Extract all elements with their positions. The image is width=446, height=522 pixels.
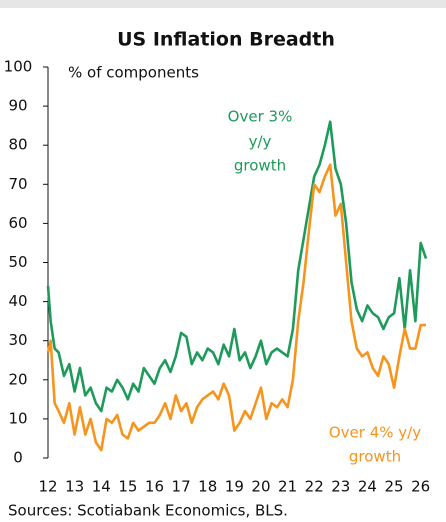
y-tick-label: 60 bbox=[8, 214, 27, 232]
y-tick-label: 50 bbox=[8, 253, 27, 271]
y-tick-label: 100 bbox=[4, 58, 33, 76]
x-tick-label: 17 bbox=[172, 478, 191, 496]
x-tick-label: 19 bbox=[225, 478, 244, 496]
annotation: Over 4% y/y bbox=[329, 424, 421, 442]
y-tick-label: 70 bbox=[8, 175, 27, 193]
y-tick-label: 0 bbox=[13, 449, 23, 467]
x-tick-label: 13 bbox=[65, 478, 84, 496]
y-tick-label: 20 bbox=[8, 370, 27, 388]
y-tick-label: 80 bbox=[8, 136, 27, 154]
chart-title: US Inflation Breadth bbox=[117, 29, 335, 51]
x-tick-label: 22 bbox=[305, 478, 324, 496]
x-tick-label: 14 bbox=[92, 478, 111, 496]
x-tick-label: 15 bbox=[118, 478, 137, 496]
x-tick-label: 16 bbox=[145, 478, 164, 496]
x-tick-label: 12 bbox=[38, 478, 57, 496]
y-tick-label: 90 bbox=[8, 97, 27, 115]
y-tick-label: 10 bbox=[8, 409, 27, 427]
x-tick-label: 25 bbox=[385, 478, 404, 496]
top-strip bbox=[0, 0, 446, 8]
y-tick-label: 40 bbox=[8, 292, 27, 310]
series-line bbox=[46, 120, 428, 413]
series-line bbox=[46, 163, 427, 452]
y-axis-label: % of components bbox=[68, 64, 199, 82]
y-tick-label: 30 bbox=[8, 331, 27, 349]
x-tick-label: 23 bbox=[331, 478, 350, 496]
source: Sources: Scotiabank Economics, BLS. bbox=[8, 502, 288, 520]
x-tick-label: 21 bbox=[278, 478, 297, 496]
x-tick-label: 20 bbox=[251, 478, 270, 496]
annotation: y/y bbox=[249, 133, 272, 151]
annotation: Over 3% bbox=[228, 108, 293, 126]
x-tick-label: 26 bbox=[411, 478, 430, 496]
x-tick-label: 24 bbox=[358, 478, 377, 496]
annotation: growth bbox=[234, 157, 286, 175]
annotation: growth bbox=[349, 448, 401, 466]
x-tick-label: 18 bbox=[198, 478, 217, 496]
